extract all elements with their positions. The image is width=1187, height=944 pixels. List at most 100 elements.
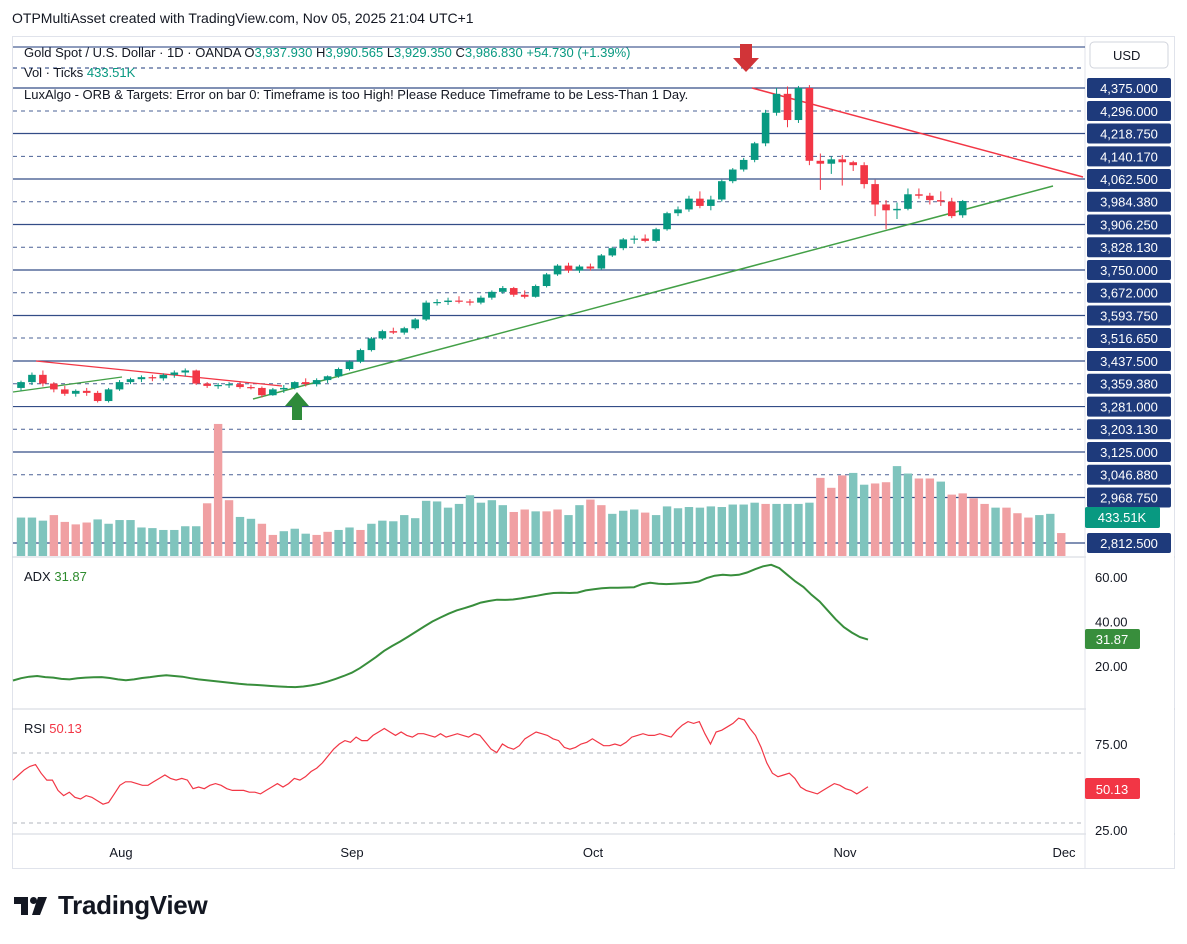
candle-body [50, 383, 58, 390]
candle-body [542, 274, 551, 287]
volume-bar [870, 483, 880, 556]
volume-bar [356, 529, 365, 556]
volume-bar [750, 502, 759, 556]
volume-bar [651, 515, 661, 556]
candle-body [301, 382, 310, 385]
volume-bar [827, 487, 836, 556]
volume-bar [279, 531, 288, 556]
volume-bar [706, 506, 716, 556]
currency-button [1089, 41, 1169, 69]
volume-bar [849, 472, 858, 556]
candle-body [334, 369, 343, 377]
indicator-error-text: LuxAlgo - ORB & Targets: Error on bar 0:… [24, 87, 689, 102]
candle-body [739, 159, 748, 170]
volume-bar [564, 515, 573, 556]
price-level-tag [1087, 327, 1171, 348]
candle-body [663, 213, 671, 230]
rsi-legend[interactable]: RSI 50.13 [24, 721, 82, 736]
volume-bar [1035, 515, 1044, 556]
volume-bar [772, 503, 781, 556]
volume-bar [608, 513, 617, 556]
volume-bar [640, 512, 650, 556]
candle-body [499, 288, 507, 292]
volume-bar [1046, 513, 1055, 556]
candle-body [564, 265, 573, 271]
price-level-tag-text: 4,375.000 [1100, 81, 1158, 96]
price-level-tag [1087, 191, 1171, 212]
volume-bar [49, 515, 59, 556]
volume-bar [914, 478, 924, 556]
time-axis-label: Sep [340, 845, 363, 860]
candle-body [17, 382, 25, 388]
candle-body [619, 239, 628, 249]
volume-bar [531, 511, 540, 556]
tradingview-logo-icon [14, 896, 47, 915]
adx-value: 31.87 [54, 569, 87, 584]
price-level-tag-text: 4,218.750 [1100, 127, 1158, 142]
volume-value: 433.51K [86, 65, 136, 80]
volume-legend[interactable]: Vol · Ticks 433.51K [24, 65, 135, 80]
price-level-tag [1087, 419, 1171, 440]
price-level-tag [1087, 260, 1171, 280]
price-level-tag-text: 4,296.000 [1100, 104, 1158, 119]
volume-bar [181, 526, 190, 556]
candle-body [937, 200, 945, 202]
volume-bar [137, 527, 146, 556]
volume-bar [684, 507, 694, 556]
volume-tag-text: 433.51K [1098, 510, 1147, 525]
candle-body [258, 387, 266, 396]
rsi-tick-label: 75.00 [1095, 737, 1128, 752]
candle-body [433, 302, 441, 304]
candle-body [586, 266, 595, 269]
volume-bar [586, 499, 595, 556]
rsi-label: RSI [24, 721, 46, 736]
price-level-tag-text: 4,062.500 [1100, 172, 1158, 187]
candle-body [61, 389, 69, 394]
chart-header: OTPMultiAsset created with TradingView.c… [12, 10, 474, 26]
rsi-value-tag [1085, 778, 1140, 799]
time-axis-label: Dec [1052, 845, 1076, 860]
volume-bar [838, 475, 847, 556]
volume-bar [323, 531, 332, 556]
price-level-tag [1087, 237, 1171, 258]
candle-body [860, 165, 868, 185]
candle-body [805, 88, 814, 161]
adx-legend[interactable]: ADX 31.87 [24, 569, 87, 584]
volume-bar [411, 518, 420, 556]
candle-body [575, 266, 584, 271]
volume-bar [805, 502, 814, 556]
candle-body [915, 194, 923, 196]
volume-label: Vol · Ticks [24, 65, 84, 80]
volume-bar [301, 533, 310, 556]
candle-body [170, 372, 179, 375]
candle-body [674, 209, 682, 214]
change-value: +54.730 (+1.39%) [526, 45, 631, 60]
candle-body [82, 390, 91, 393]
volume-bar [159, 529, 168, 556]
price-level-tag [1087, 442, 1171, 462]
indicator-legend[interactable]: LuxAlgo - ORB & Targets: Error on bar 0:… [24, 87, 688, 102]
candle-body [597, 255, 606, 269]
candle-body [750, 143, 759, 160]
volume-bar [367, 523, 376, 556]
price-level-tag [1087, 78, 1171, 98]
candle-body [312, 380, 321, 385]
high-value: 3,990.565 [325, 45, 384, 60]
price-level-tag-text: 3,516.650 [1100, 331, 1158, 346]
candle-body [696, 198, 704, 206]
candle-body [509, 288, 518, 295]
symbol-legend[interactable]: Gold Spot / U.S. Dollar · 1D · OANDA O3,… [24, 45, 630, 60]
candle-body [947, 201, 956, 217]
volume-bar [925, 478, 935, 556]
candle-body [794, 88, 803, 121]
candle-body [115, 382, 124, 390]
tradingview-logo[interactable]: TradingView [14, 890, 208, 921]
signal-arrows [285, 44, 759, 420]
volume-bar [60, 521, 69, 556]
volume-bar [542, 511, 551, 556]
candle-body [871, 184, 879, 205]
candle-body [104, 389, 113, 402]
currency-label: USD [1113, 48, 1140, 63]
volume-bar [903, 473, 913, 556]
